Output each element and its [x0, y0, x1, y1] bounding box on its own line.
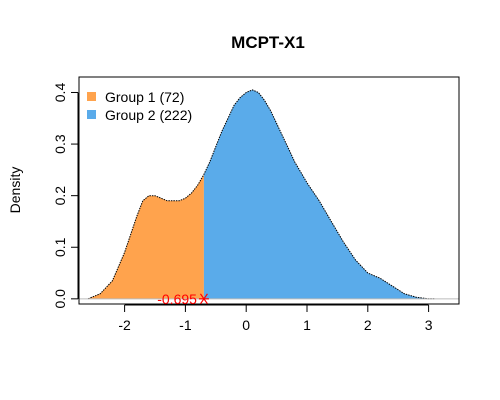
x-tick-label: 2 [364, 317, 372, 333]
density-area-group-1 [88, 174, 204, 299]
axes: -2 -1 0 1 2 3 0.0 0.1 0.2 0.3 0.4 [52, 83, 433, 333]
x-tick-label: -1 [179, 317, 192, 333]
cutoff-annotation: -0.695 [157, 291, 209, 307]
cutoff-label: -0.695 [157, 291, 197, 307]
y-tick-label: 0.3 [52, 134, 68, 154]
x-tick-label: 1 [303, 317, 311, 333]
y-axis-label: Density [7, 167, 23, 214]
legend-label: Group 2 (222) [105, 107, 192, 123]
y-tick-label: 0.1 [52, 237, 68, 257]
x-tick-label: 3 [425, 317, 433, 333]
x-tick-label: -2 [118, 317, 131, 333]
legend: Group 1 (72) Group 2 (222) [87, 89, 192, 123]
density-area-group-2 [203, 89, 435, 299]
legend-label: Group 1 (72) [105, 89, 184, 105]
y-tick-label: 0.2 [52, 186, 68, 206]
cutoff-star-stroke [199, 293, 208, 305]
y-tick-label: 0.4 [52, 83, 68, 103]
x-tick-label: 0 [242, 317, 250, 333]
legend-swatch [87, 92, 96, 101]
legend-swatch [87, 110, 96, 119]
plot-area [79, 89, 459, 300]
chart-title: MCPT-X1 [231, 33, 305, 52]
y-tick-label: 0.0 [52, 289, 68, 309]
plot-frame [78, 76, 460, 305]
